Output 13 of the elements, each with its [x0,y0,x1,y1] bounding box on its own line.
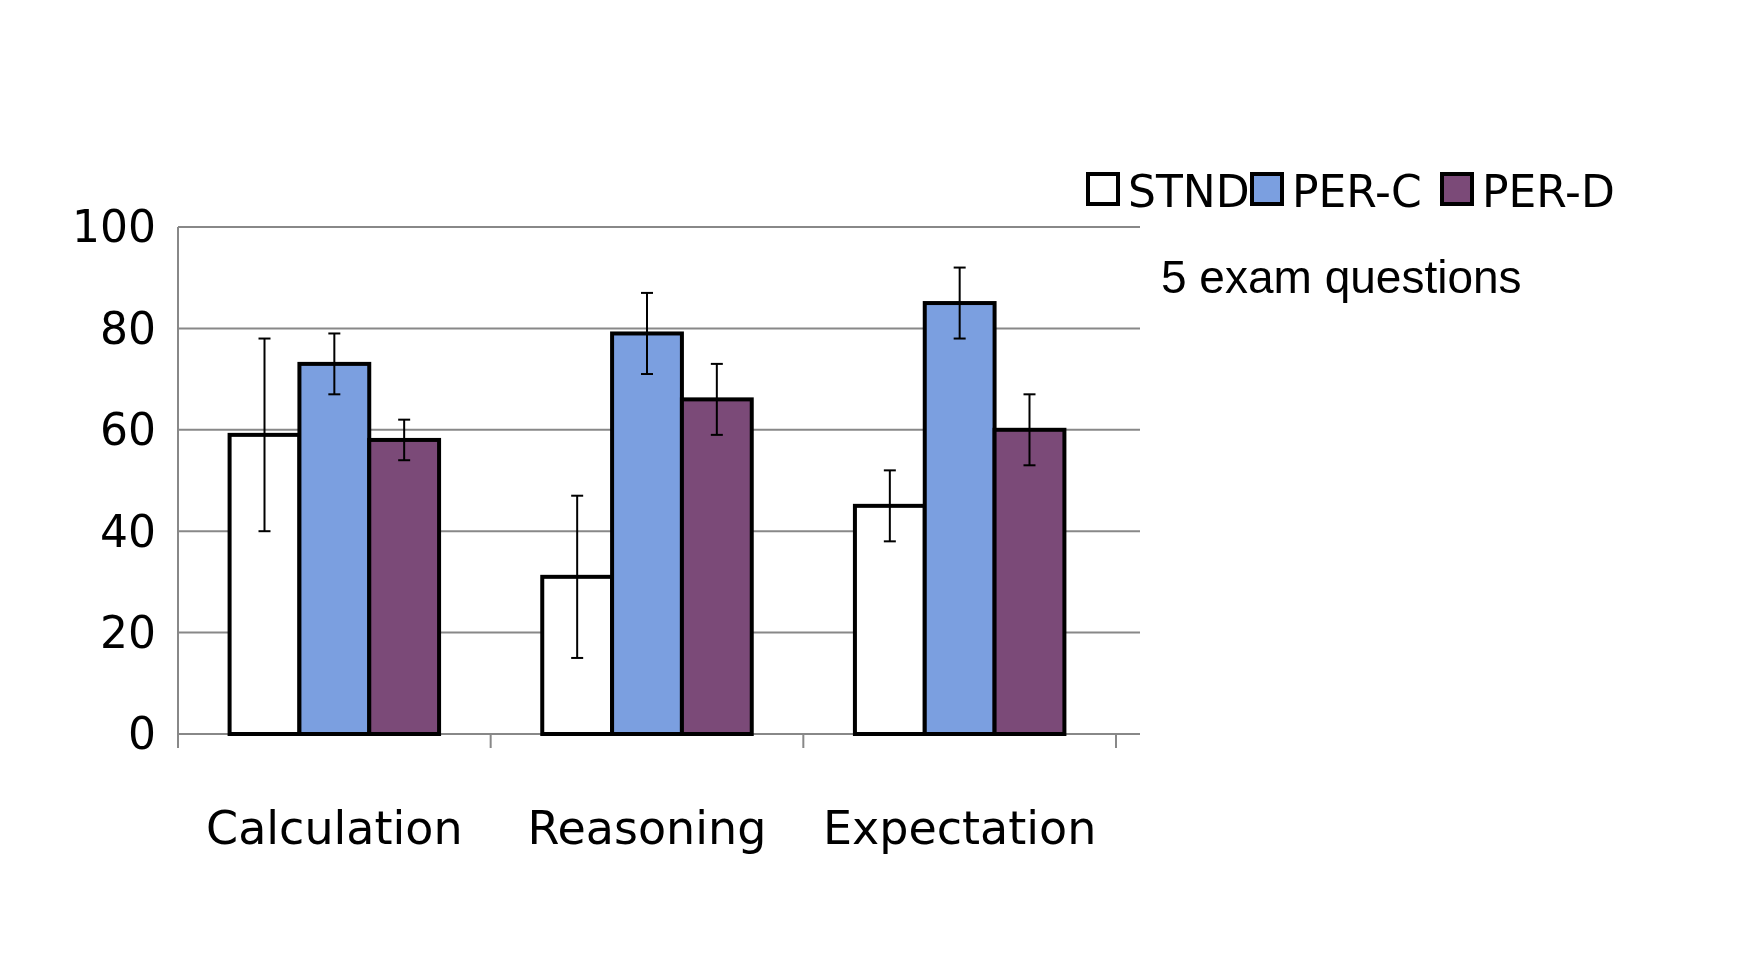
y-tick-label: 80 [100,302,156,354]
y-tick-label: 0 [128,708,156,760]
legend-label: PER-D [1482,166,1615,217]
x-tick-label: Expectation [822,801,1097,855]
x-tick-label: Reasoning [527,801,767,855]
y-tick-label: 60 [100,404,156,456]
y-tick-label: 20 [100,607,156,658]
x-tick-label: Calculation [206,801,463,855]
y-tick-label: 100 [72,201,156,253]
y-tick-label: 40 [100,505,156,557]
text: 5 exam questions [1161,251,1522,303]
legend-label: STND [1128,166,1250,217]
legend-label: PER-C [1292,166,1422,217]
